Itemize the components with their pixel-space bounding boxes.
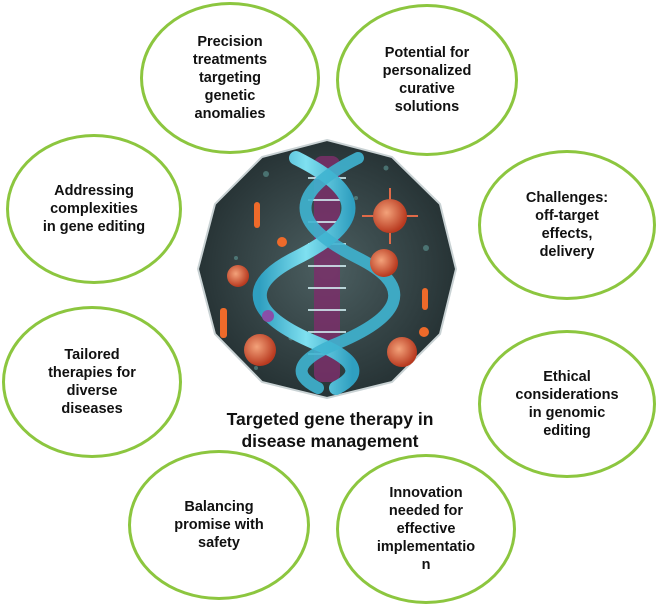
bubble-challenges: Challenges: off-target effects, delivery [478,150,656,300]
bubble-ethical: Ethical considerations in genomic editin… [478,330,656,478]
bubble-tailored: Tailored therapies for diverse diseases [2,306,182,458]
bubble-balancing: Balancing promise with safety [128,450,310,600]
bubble-innovation-text: Innovation needed for effective implemen… [376,485,476,573]
virus-particles [227,188,418,367]
bubble-ethical-text: Ethical considerations in genomic editin… [515,369,619,439]
bubble-precision-text: Precision treatments targeting genetic a… [192,34,268,122]
bubble-potential-text: Potential for personalized curative solu… [382,45,472,115]
bubble-innovation: Innovation needed for effective implemen… [336,454,516,604]
bubble-addressing: Addressing complexities in gene editing [6,134,182,284]
vials [220,202,429,338]
bubble-balancing-text: Balancing promise with safety [174,499,264,551]
bubble-tailored-text: Tailored therapies for diverse diseases [48,347,136,417]
bubble-precision: Precision treatments targeting genetic a… [140,2,320,154]
dna-helix [252,151,401,395]
bubble-addressing-text: Addressing complexities in gene editing [42,183,146,235]
center-illustration [196,138,458,400]
center-caption: Targeted gene therapy in disease managem… [226,409,434,451]
bubble-challenges-text: Challenges: off-target effects, delivery [525,190,609,260]
bubble-potential: Potential for personalized curative solu… [336,4,518,156]
